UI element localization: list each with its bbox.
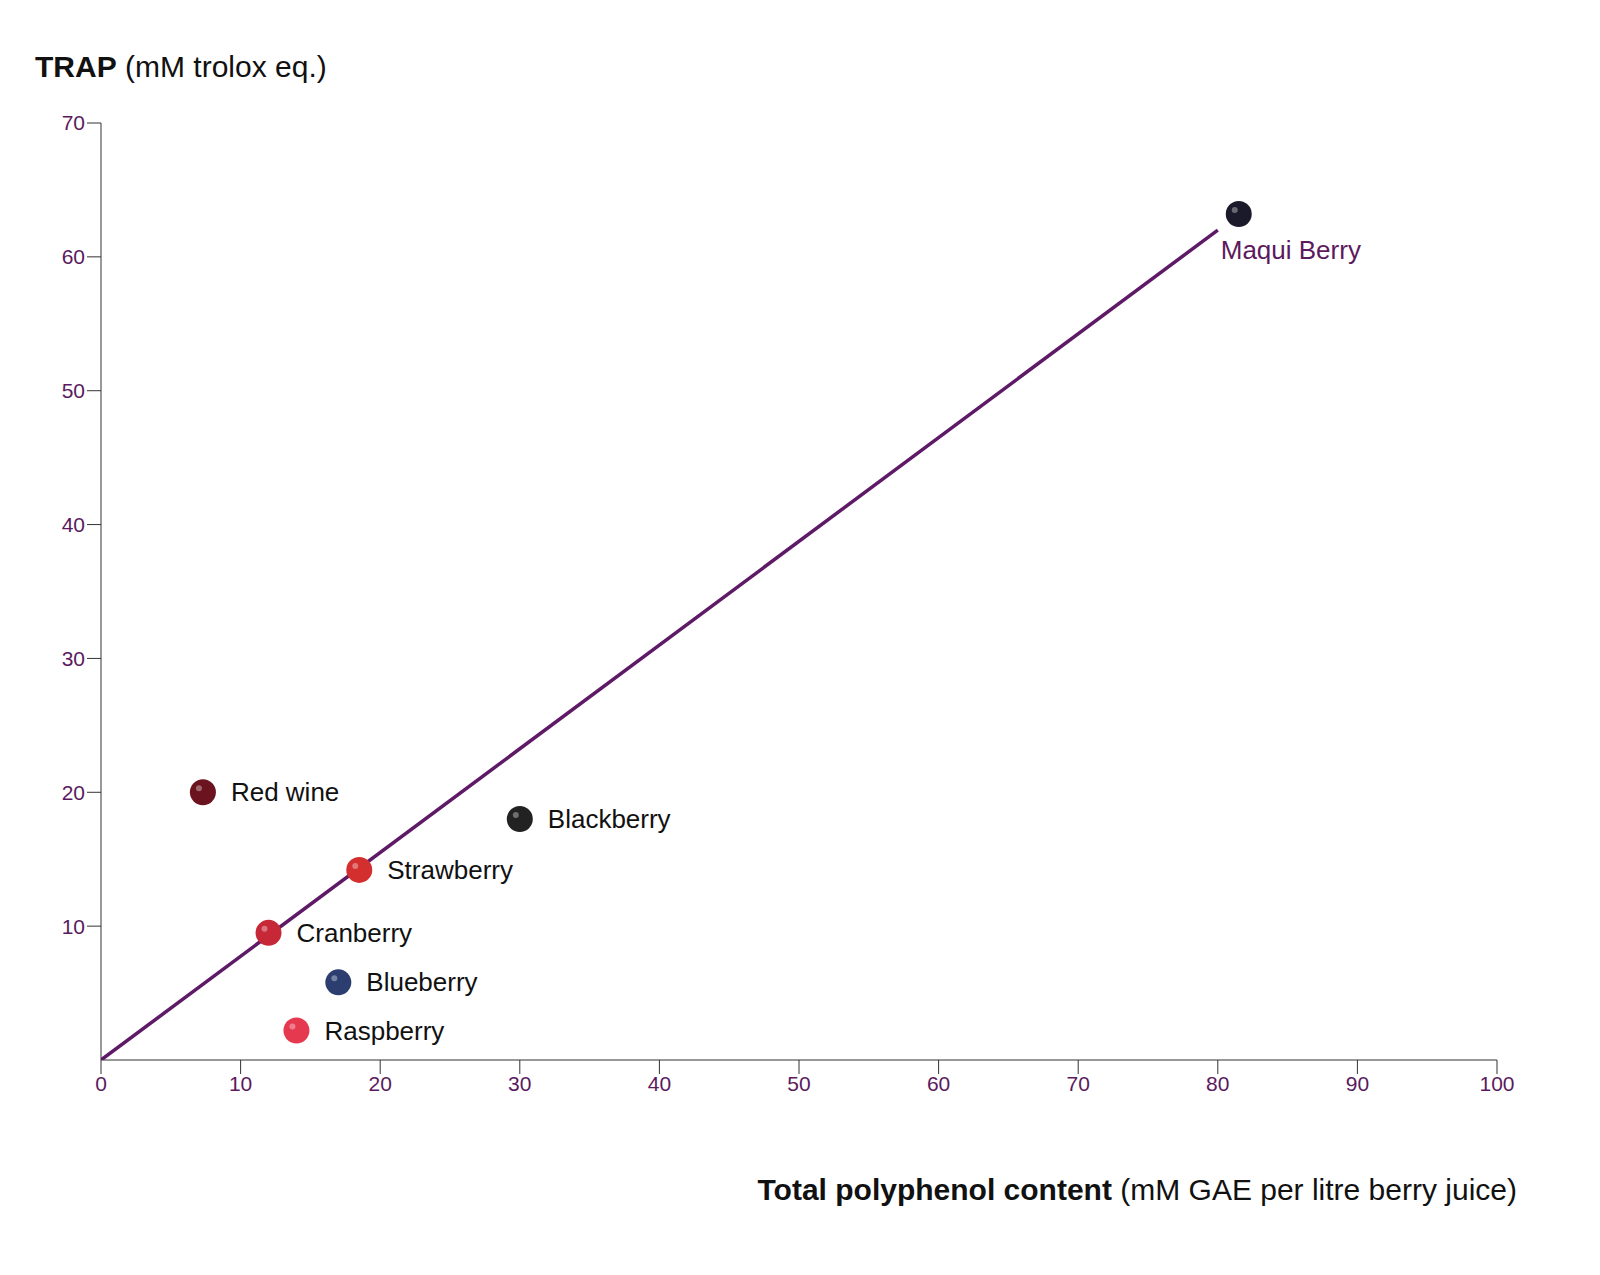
svg-text:20: 20 [369,1072,392,1095]
svg-text:Blueberry: Blueberry [366,967,477,997]
svg-text:10: 10 [229,1072,252,1095]
svg-text:100: 100 [1479,1072,1514,1095]
html-text:TRAP (mM trolox eq.): TRAP (mM trolox eq.) [35,50,327,83]
svg-text:60: 60 [927,1072,950,1095]
svg-text:Raspberry: Raspberry [324,1016,444,1046]
svg-text:40: 40 [648,1072,671,1095]
svg-text:0: 0 [95,1072,107,1095]
svg-text:20: 20 [62,781,85,804]
svg-text:90: 90 [1346,1072,1369,1095]
html-text:Total polyphenol content (mM G: Total polyphenol content (mM GAE per lit… [757,1173,1517,1206]
svg-text:Red wine: Red wine [231,777,339,807]
svg-text:40: 40 [62,513,85,536]
svg-text:50: 50 [787,1072,810,1095]
svg-text:60: 60 [62,245,85,268]
svg-text:10: 10 [62,915,85,938]
svg-text:30: 30 [62,647,85,670]
svg-text:70: 70 [62,111,85,134]
svg-text:Maqui Berry: Maqui Berry [1221,235,1361,265]
svg-text:30: 30 [508,1072,531,1095]
svg-text:70: 70 [1067,1072,1090,1095]
svg-text:50: 50 [62,379,85,402]
svg-text:Strawberry: Strawberry [387,855,513,885]
svg-text:Cranberry: Cranberry [297,918,413,948]
svg-text:Blackberry: Blackberry [548,804,671,834]
svg-text:80: 80 [1206,1072,1229,1095]
